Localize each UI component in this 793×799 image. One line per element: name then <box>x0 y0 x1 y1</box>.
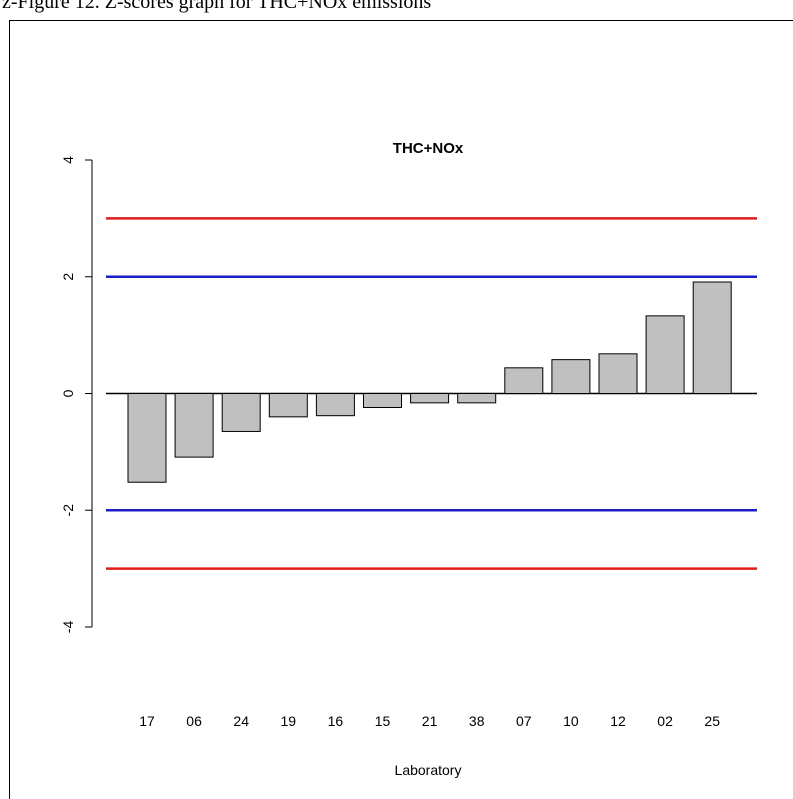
x-tick-label-10: 10 <box>563 713 579 729</box>
x-tick-label-16: 16 <box>328 713 344 729</box>
bar-15 <box>363 393 402 409</box>
x-tick-label-06: 06 <box>186 713 202 729</box>
bar-02 <box>645 315 685 394</box>
y-tick-label: -2 <box>60 504 76 517</box>
bar-07 <box>504 367 544 395</box>
reference-lines <box>106 217 757 570</box>
x-tick-label-12: 12 <box>610 713 626 729</box>
figure-caption-fragment: z-Figure 12. Z-scores graph for THC+NOx … <box>0 0 793 20</box>
bar-06 <box>174 393 214 458</box>
bar-24 <box>221 393 261 432</box>
y-tick-label: 4 <box>60 156 76 164</box>
figure-frame <box>9 20 793 799</box>
x-tick-label-21: 21 <box>422 713 438 729</box>
bar-17 <box>127 393 167 483</box>
y-tick-label: 0 <box>60 389 76 397</box>
x-tick-labels: 17 06 24 19 16 15 21 38 07 10 12 02 25 <box>139 713 720 729</box>
x-tick-label-15: 15 <box>375 713 391 729</box>
x-tick-label-24: 24 <box>233 713 249 729</box>
x-tick-label-17: 17 <box>139 713 155 729</box>
bar-12 <box>598 353 638 394</box>
x-tick-label-25: 25 <box>704 713 720 729</box>
x-tick-label-19: 19 <box>281 713 297 729</box>
bar-21 <box>410 393 450 404</box>
y-tick-label: -4 <box>60 621 76 634</box>
bar-19 <box>268 393 308 418</box>
bars <box>127 281 732 483</box>
x-axis-label: Laboratory <box>395 762 462 778</box>
x-tick-label-38: 38 <box>469 713 485 729</box>
bar-38 <box>457 393 497 404</box>
bar-10 <box>551 359 591 394</box>
chart-title: THC+NOx <box>393 140 464 157</box>
bar-16 <box>315 393 355 417</box>
x-tick-label-07: 07 <box>516 713 532 729</box>
bar-25 <box>692 281 732 394</box>
figure-caption-text: z-Figure 12. Z-scores graph for THC+NOx … <box>2 0 432 13</box>
x-tick-label-02: 02 <box>657 713 673 729</box>
y-tick-label: 2 <box>60 273 76 281</box>
y-axis: -4 -2 0 2 4 <box>60 156 93 634</box>
